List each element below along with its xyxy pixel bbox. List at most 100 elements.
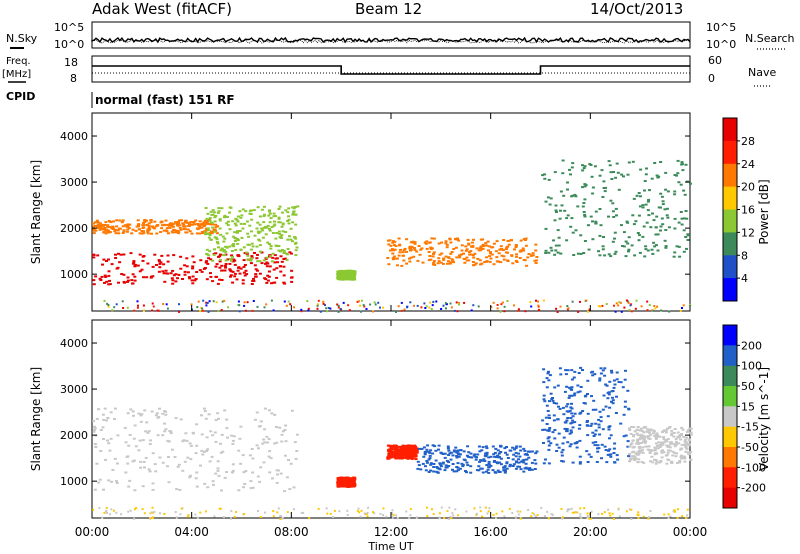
scatter-cell [98,277,102,280]
scatter-cell [588,517,591,520]
scatter-cell [231,471,234,474]
scatter-cell [204,261,208,264]
scatter-cell [665,207,669,210]
scatter-cell [596,450,600,453]
scatter-cell [636,513,639,516]
scatter-cell [666,216,670,219]
scatter-cell [291,213,295,216]
scatter-cell [409,455,413,458]
scatter-cell [561,516,564,519]
scatter-cell [665,462,669,465]
scatter-cell [416,467,420,470]
scatter-cell [588,163,592,166]
scatter-cell [396,451,400,454]
scatter-cell [499,261,503,264]
scatter-cell [250,218,254,221]
scatter-cell [499,445,503,448]
scatter-cell [648,452,652,454]
scatter-cell [670,432,674,435]
scatter-cell [403,448,407,450]
scatter-cell [166,439,170,442]
scatter-cell [650,455,654,458]
scatter-cell [143,219,147,222]
scatter-cell [132,260,136,263]
scatter-cell [557,446,561,449]
scatter-cell [603,254,607,257]
scatter-cell [161,434,165,437]
scatter-cell [365,308,368,310]
scatter-cell [505,453,509,456]
scatter-cell [447,465,451,467]
scatter-cell [242,265,246,268]
scatter-cell [275,245,279,248]
scatter-cell [239,222,243,225]
x-axis-ticks: 00:00 04:00 08:00 12:00 16:00 20:00 00:00 [75,113,707,539]
scatter-cell [594,408,598,411]
scatter-cell [342,270,346,273]
scatter-cell [341,481,344,484]
scatter-cell [429,469,433,472]
scatter-cell [432,463,436,465]
scatter-cell [418,253,422,256]
scatter-cell [563,209,567,212]
scatter-cell [109,513,112,516]
scatter-cell [289,303,292,306]
scatter-cell [517,309,520,312]
scatter-cell [490,305,493,308]
scatter-cell [108,279,111,282]
scatter-cell [678,461,682,464]
scatter-cell [396,257,399,260]
scatter-cell [102,231,106,234]
scatter-cell [402,450,406,453]
scatter-cell [233,263,237,266]
scatter-cell [284,424,288,427]
scatter-cell [677,221,681,224]
scatter-cell [387,449,391,452]
freq-bottom: 8 [70,72,77,85]
scatter-cell [647,214,651,217]
scatter-cell [681,428,685,431]
scatter-cell [495,256,499,259]
scatter-cell [591,408,595,411]
scatter-cell [626,440,630,443]
scatter-cell [357,300,360,303]
scatter-cell [250,448,254,450]
scatter-cell [548,400,551,403]
scatter-cell [158,407,161,410]
scatter-cell [647,198,651,201]
scatter-cell [568,508,571,511]
scatter-cell [171,282,175,285]
scatter-cell [224,266,228,269]
scatter-cell [499,457,503,460]
scatter-cell [425,247,429,250]
scatter-cell [683,439,687,441]
scatter-region [541,159,692,258]
scatter-cell [337,304,340,307]
scatter-cell [544,249,548,252]
colorbar-tick-label: 12 [741,226,755,239]
scatter-cell [452,514,455,517]
scatter-cell [405,250,408,253]
scatter-cell [617,508,620,511]
scatter-cell [209,221,213,224]
scatter-cell [674,438,678,441]
scatter-cell [461,463,465,466]
scatter-cell [526,450,530,453]
scatter-cell [251,486,255,489]
scatter-cell [495,512,498,515]
scatter-cell [140,413,144,416]
scatter-cell [535,259,538,262]
scatter-cell [570,421,574,424]
scatter-cell [275,481,279,484]
scatter-cell [200,433,204,436]
scatter-cell [614,176,618,179]
scatter-cell [519,449,523,452]
scatter-cell [682,436,686,438]
scatter-cell [456,466,460,469]
scatter-cell [607,508,610,511]
scatter-cell [535,299,537,302]
scatter-cell [257,425,261,428]
scatter-cell [291,221,295,224]
scatter-cell [173,456,177,458]
scatter-cell [332,516,335,518]
